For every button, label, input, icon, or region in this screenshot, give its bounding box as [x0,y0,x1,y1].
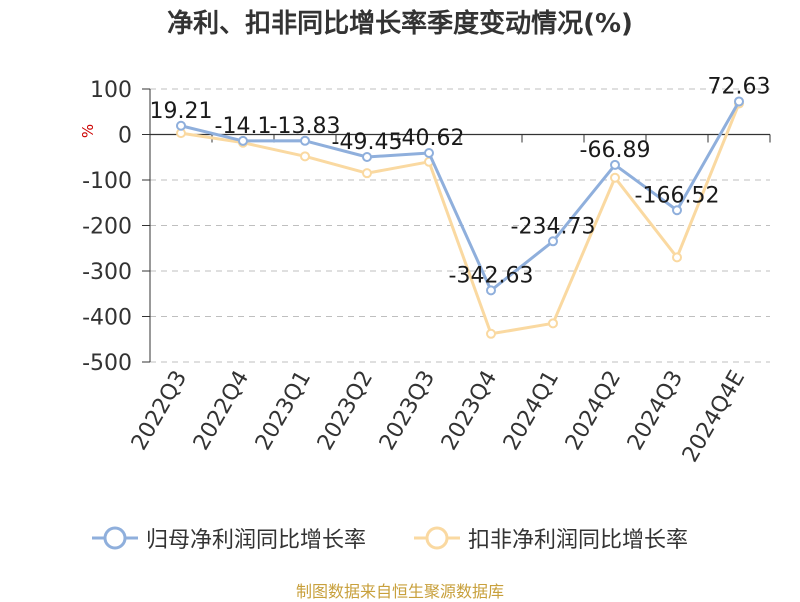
x-tick-label: 2023Q4 [437,367,502,455]
x-tick-label: 2022Q3 [127,367,192,455]
data-label: -49.45 [332,130,403,155]
legend-marker-deducted-profit [414,526,460,550]
data-point-s0 [176,120,186,131]
legend-item-deducted-profit[interactable]: 扣非净利润同比增长率 [414,518,688,558]
data-point-s1 [548,318,558,329]
chart-title: 净利、扣非同比增长率季度变动情况(%) [167,9,633,39]
data-point-s0 [486,285,496,296]
data-label: -342.63 [449,263,534,288]
y-tick-label: -200 [82,215,132,240]
data-point-s1 [362,168,372,179]
legend-label-deducted-profit: 扣非净利润同比增长率 [468,528,689,553]
data-point-s0 [238,135,248,146]
data-point-s1 [610,172,620,183]
x-tick-label: 2024Q1 [499,367,564,455]
data-point-s0 [610,159,620,170]
y-tick-label: -400 [82,306,132,331]
data-label: 72.63 [708,74,771,99]
source-note: 制图数据来自恒生聚源数据库 [295,582,504,601]
x-tick-label: 2023Q3 [375,367,440,455]
legend: 归母净利润同比增长率 扣非净利润同比增长率 [0,518,800,558]
y-tick-label: 100 [90,78,132,103]
data-point-s0 [672,205,682,216]
data-label: 19.21 [150,99,213,124]
x-tick-label: 2022Q4 [189,367,254,455]
legend-marker-net-profit [92,526,138,550]
y-tick-label: 0 [118,124,132,149]
data-label: -166.52 [635,183,720,208]
data-point-s0 [362,151,372,162]
data-point-s1 [672,252,682,263]
data-point-s0 [300,135,310,146]
x-tick-label: 2024Q2 [561,367,626,455]
data-point-s0 [424,147,434,158]
data-label: -14.1 [215,114,272,139]
series-line-1 [180,102,741,336]
data-label: -234.73 [511,214,596,239]
y-tick-label: -500 [82,351,132,376]
data-point-s1 [300,151,310,162]
y-tick-label: -100 [82,169,132,194]
data-point-s1 [486,328,496,339]
y-tick-label: -300 [82,260,132,285]
x-tick-label: 2024Q4E [678,367,750,467]
legend-item-net-profit[interactable]: 归母净利润同比增长率 [92,518,366,558]
x-tick-label: 2023Q1 [251,367,316,455]
data-label: -13.83 [270,114,341,139]
series-line-0 [180,100,741,292]
data-label: -66.89 [580,138,651,163]
legend-label-net-profit: 归母净利润同比增长率 [146,528,367,553]
data-point-s0 [548,236,558,247]
data-label: -40.62 [394,126,465,151]
x-tick-label: 2023Q2 [313,367,378,455]
data-point-s0 [734,96,744,107]
x-tick-label: 2024Q3 [623,367,688,455]
y-axis-unit: % [79,124,97,138]
